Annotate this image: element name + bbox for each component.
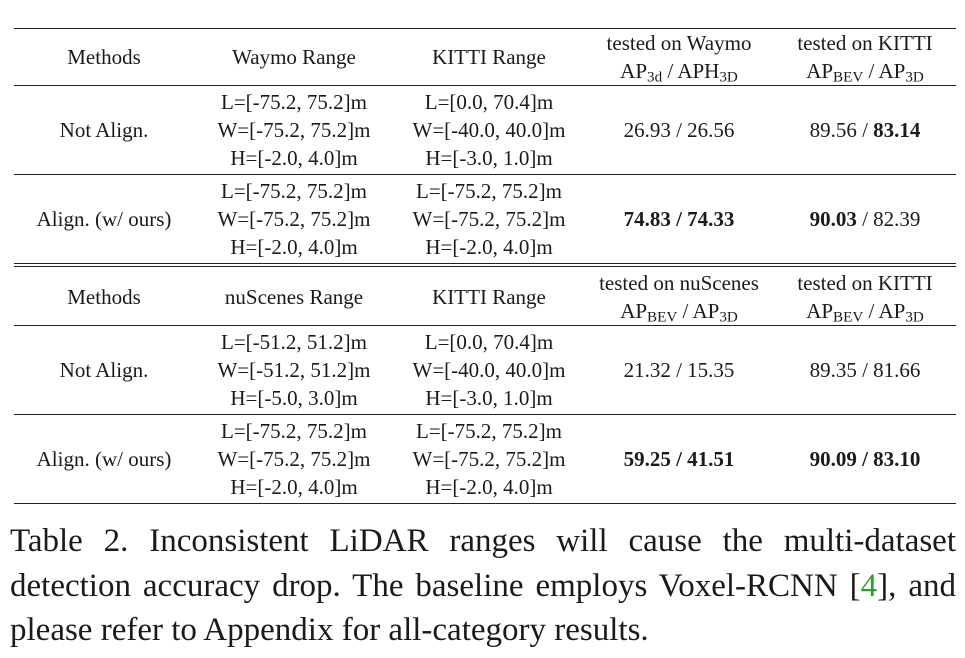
header-test-title: tested on nuScenes [599, 271, 759, 295]
method-cell: Not Align. [14, 85, 194, 175]
header-target-range: KITTI Range [394, 28, 584, 86]
header-test-target: tested on KITTI APBEV / AP3D [774, 265, 956, 326]
range-cell: L=[-75.2, 75.2]m W=[-75.2, 75.2]m H=[-2.… [394, 174, 584, 267]
table-row: Not Align. L=[-75.2, 75.2]m W=[-75.2, 75… [14, 85, 956, 175]
header-metrics: AP3d / APH3D [620, 59, 738, 86]
score-cell: 26.93 / 26.56 [584, 85, 774, 175]
score-cell: 21.32 / 15.35 [584, 325, 774, 415]
range-cell: L=[-51.2, 51.2]m W=[-51.2, 51.2]m H=[-5.… [194, 325, 394, 415]
table-row: Align. (w/ ours) L=[-75.2, 75.2]m W=[-75… [14, 174, 956, 267]
method-cell: Align. (w/ ours) [14, 414, 194, 504]
header-metrics: APBEV / AP3D [620, 299, 738, 326]
header-test-target: tested on KITTI APBEV / AP3D [774, 28, 956, 86]
range-cell: L=[0.0, 70.4]m W=[-40.0, 40.0]m H=[-3.0,… [394, 85, 584, 175]
header-source-range: nuScenes Range [194, 265, 394, 326]
range-cell: L=[-75.2, 75.2]m W=[-75.2, 75.2]m H=[-2.… [194, 85, 394, 175]
score-cell: 90.09 / 83.10 [774, 414, 956, 504]
score-cell: 90.03 / 82.39 [774, 174, 956, 267]
score-cell: 89.56 / 83.14 [774, 85, 956, 175]
table-row: Align. (w/ ours) L=[-75.2, 75.2]m W=[-75… [14, 414, 956, 504]
range-cell: L=[-75.2, 75.2]m W=[-75.2, 75.2]m H=[-2.… [194, 174, 394, 267]
header-metrics: APBEV / AP3D [806, 59, 924, 86]
header-methods: Methods [14, 265, 194, 326]
header-test-source: tested on nuScenes APBEV / AP3D [584, 265, 774, 326]
range-cell: L=[0.0, 70.4]m W=[-40.0, 40.0]m H=[-3.0,… [394, 325, 584, 415]
header-metrics: APBEV / AP3D [806, 299, 924, 326]
header-test-title: tested on KITTI [797, 271, 933, 295]
citation-link[interactable]: 4 [860, 567, 878, 604]
header-source-range: Waymo Range [194, 28, 394, 86]
score-cell: 59.25 / 41.51 [584, 414, 774, 504]
table-header-row: Methods nuScenes Range KITTI Range teste… [14, 265, 956, 326]
score-cell: 74.83 / 74.33 [584, 174, 774, 267]
score-cell: 89.35 / 81.66 [774, 325, 956, 415]
range-cell: L=[-75.2, 75.2]m W=[-75.2, 75.2]m H=[-2.… [194, 414, 394, 504]
header-methods: Methods [14, 28, 194, 86]
header-test-title: tested on KITTI [797, 31, 933, 55]
method-cell: Align. (w/ ours) [14, 174, 194, 267]
method-cell: Not Align. [14, 325, 194, 415]
header-test-title: tested on Waymo [606, 31, 752, 55]
table-header-row: Methods Waymo Range KITTI Range tested o… [14, 28, 956, 86]
table-row: Not Align. L=[-51.2, 51.2]m W=[-51.2, 51… [14, 325, 956, 415]
header-target-range: KITTI Range [394, 265, 584, 326]
header-test-source: tested on Waymo AP3d / APH3D [584, 28, 774, 86]
table-caption: Table 2. Inconsistent LiDAR ranges will … [10, 523, 956, 648]
results-table: Methods Waymo Range KITTI Range tested o… [14, 28, 956, 504]
range-cell: L=[-75.2, 75.2]m W=[-75.2, 75.2]m H=[-2.… [394, 414, 584, 504]
